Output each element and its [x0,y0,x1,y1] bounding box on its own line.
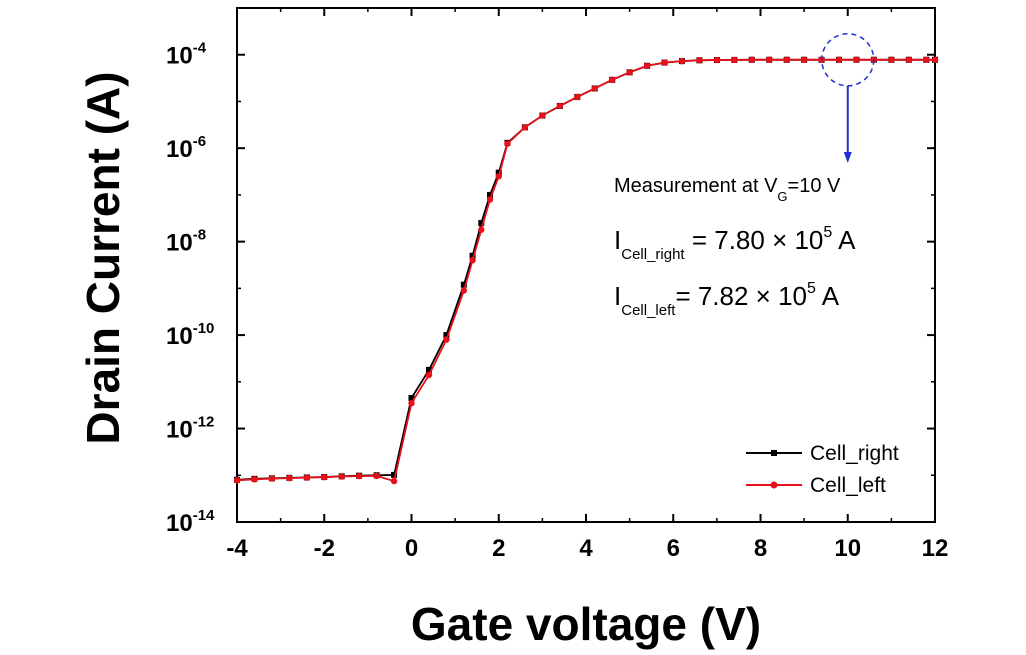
x-axis-title: Gate voltage (V) [411,598,761,650]
data-point-cell-left [626,69,633,76]
x-tick-label: -4 [226,535,248,562]
y-tick-label: 10-10 [166,320,214,350]
data-point-cell-left [390,477,398,485]
data-point-cell-left [748,56,755,63]
series-line-cell-right [236,58,935,481]
data-point-cell-left [766,56,773,63]
data-point-cell-right [469,252,476,259]
data-point-cell-left [460,287,468,294]
data-point-cell-right [443,332,450,339]
data-point-cell-left [425,371,433,379]
data-point-cell-left [800,56,808,63]
data-point-cell-left [268,475,276,482]
data-point-cell-left [696,57,703,64]
data-point-cell-right [487,191,494,198]
data-point-cell-left [853,56,860,63]
legend-label-cell-right: Cell_right [810,442,899,465]
y-axis-title: Drain Current (A) [77,71,129,444]
data-point-cell-right [408,395,415,402]
data-point-cell-left [286,474,293,482]
data-point-cell-left [931,56,939,63]
data-point-cell-left [486,196,494,203]
data-point-cell-right [425,366,432,373]
data-point-cell-left [321,473,328,481]
data-point-cell-left [478,226,485,233]
x-tick-label: 12 [922,535,949,562]
x-tick-label: 4 [579,535,593,562]
x-tick-label: 2 [492,535,505,562]
series-line-cell-left [236,58,935,483]
data-point-cell-left [251,476,258,483]
data-point-cell-left [923,56,930,63]
x-tick-label: 8 [754,535,767,562]
y-tick-label: 10-6 [166,133,206,163]
y-tick-label: 10-4 [166,40,207,70]
x-tick-label: 6 [667,535,680,562]
data-point-cell-left [469,257,476,264]
data-point-cell-left [338,473,345,480]
data-point-cell-left [608,76,616,84]
data-point-cell-left [521,124,529,131]
series-layer [233,56,939,485]
data-point-cell-left [661,59,668,66]
data-point-cell-left [373,472,380,480]
data-point-cell-right [495,169,502,176]
i-cell-right-label: ICell_right = 7.80 × 105 A [614,224,856,263]
data-point-cell-left [303,474,310,481]
legend-marker-cell-right [771,450,777,456]
data-point-cell-right [478,220,485,227]
data-point-cell-left [713,56,721,64]
data-point-cell-left [835,56,843,63]
i-cell-left-label: ICell_left= 7.82 × 105 A [614,280,840,319]
data-point-cell-left [443,336,450,343]
data-point-cell-left [495,173,502,180]
measurement-annotation: Measurement at VG=10 V ICell_right = 7.8… [614,33,875,319]
x-tick-label: 10 [834,535,861,562]
x-tick-label: 0 [405,535,418,562]
data-point-cell-left [556,102,564,110]
data-point-cell-left [408,399,415,407]
data-point-cell-right [460,281,467,288]
data-point-cell-left [574,93,581,101]
data-point-cell-left [643,62,651,69]
y-tick-label: 10-8 [166,227,206,257]
data-point-cell-left [888,56,895,63]
x-tick-labels: -4 -2 0 2 4 6 8 10 12 [226,535,948,562]
data-point-cell-left [233,477,241,484]
arrowhead-icon [843,152,852,163]
measurement-label: Measurement at VG=10 V [614,175,841,204]
data-point-cell-left [591,85,598,92]
data-point-cell-left [355,472,363,480]
y-tick-labels: 10-14 10-12 10-10 10-8 10-6 10-4 [166,40,215,537]
data-point-cell-left [539,112,546,119]
axis-ticks [236,7,936,523]
data-point-cell-right [391,471,398,478]
y-tick-label: 10-12 [166,414,214,444]
legend: Cell_right Cell_left [746,442,899,497]
y-tick-label: 10-14 [166,507,215,537]
data-point-cell-left [731,56,738,64]
data-point-cell-left [905,56,913,63]
legend-label-cell-left: Cell_left [810,474,886,497]
x-tick-label: -2 [314,535,335,562]
data-point-cell-left [783,56,790,63]
data-point-cell-left [504,140,511,147]
data-point-cell-left [678,57,686,65]
legend-marker-cell-left [770,481,778,489]
